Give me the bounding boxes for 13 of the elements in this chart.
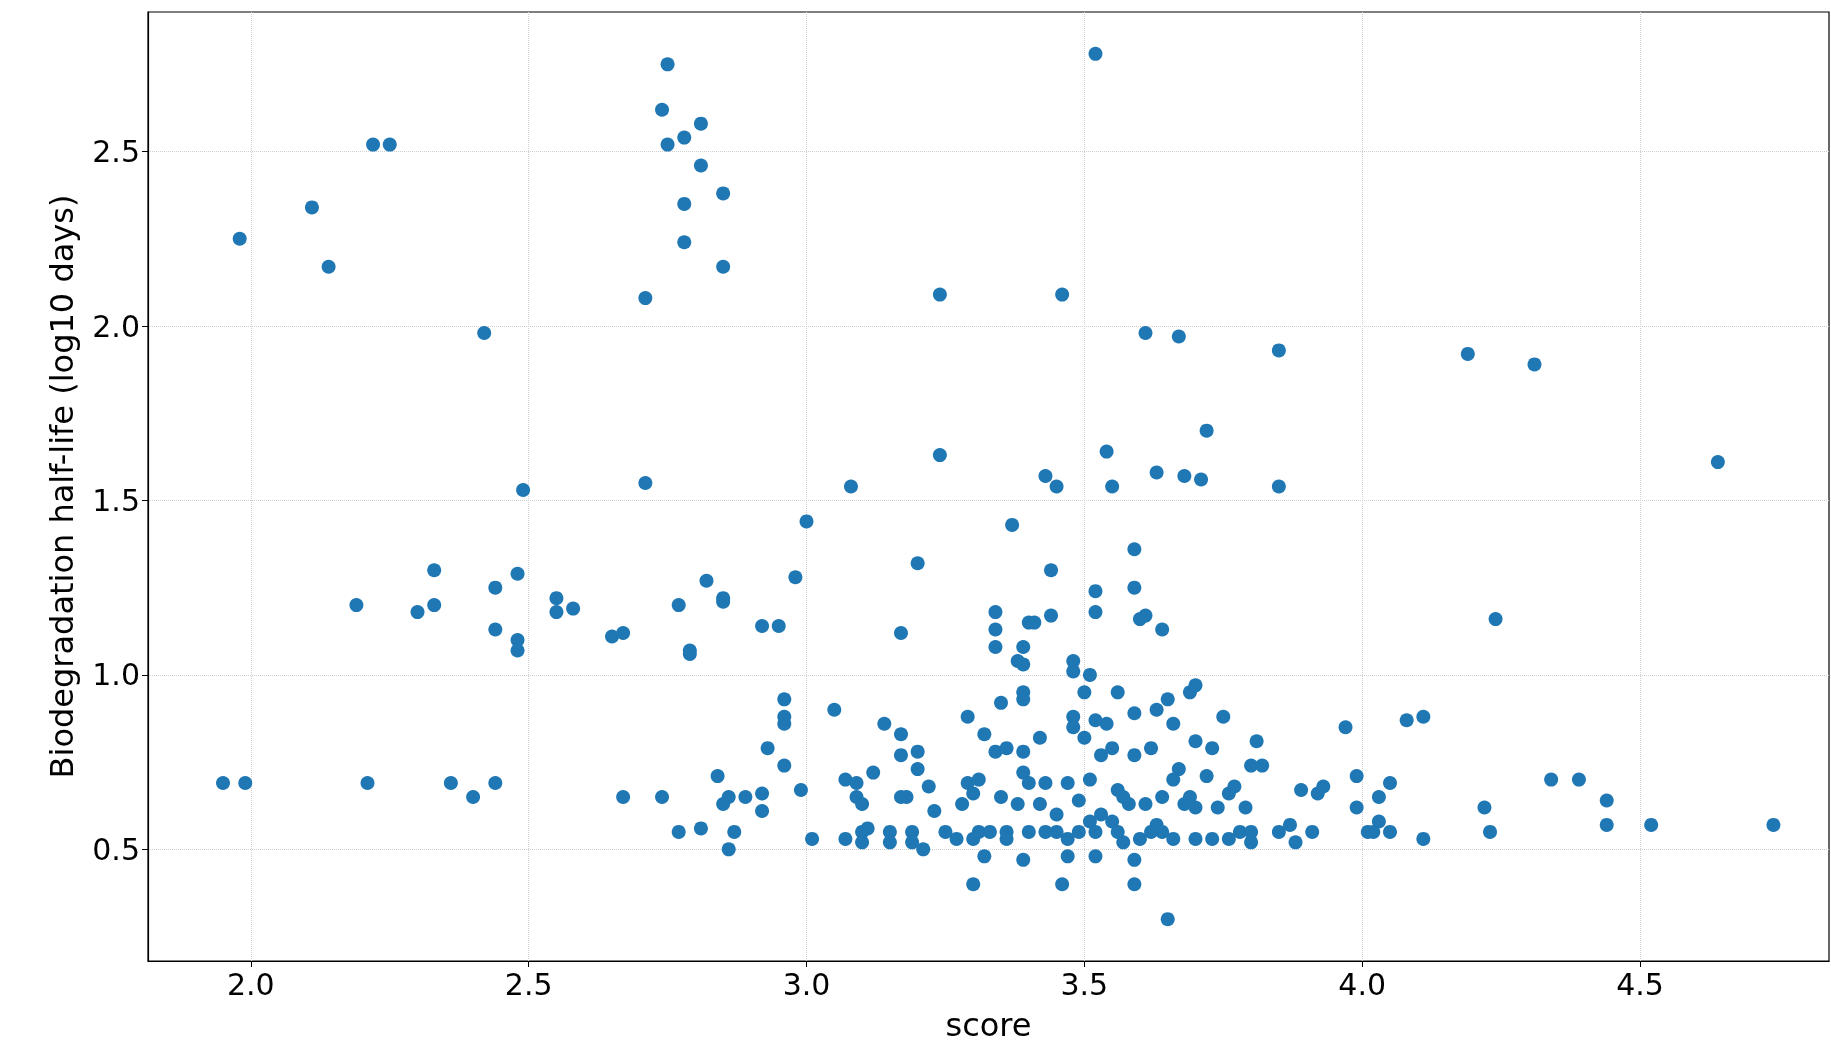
x-tick-label: 2.0 [226, 966, 275, 1002]
y-tick-label: 1.5 [92, 482, 140, 518]
y-tick-label: 0.5 [92, 831, 140, 867]
x-tick-label: 4.5 [1616, 966, 1664, 1002]
y-axis-title: Biodegradation half-life (log10 days) [43, 194, 81, 779]
x-tick-label: 3.0 [782, 966, 831, 1002]
x-axis-title: score [945, 1006, 1032, 1044]
y-tick-label: 1.0 [92, 657, 140, 693]
x-tick-label: 4.0 [1338, 966, 1387, 1002]
y-tick-label: 2.0 [92, 308, 140, 344]
x-tick-label: 2.5 [504, 966, 553, 1002]
y-tick-label: 2.5 [92, 134, 140, 170]
x-tick-label: 3.5 [1060, 966, 1109, 1002]
